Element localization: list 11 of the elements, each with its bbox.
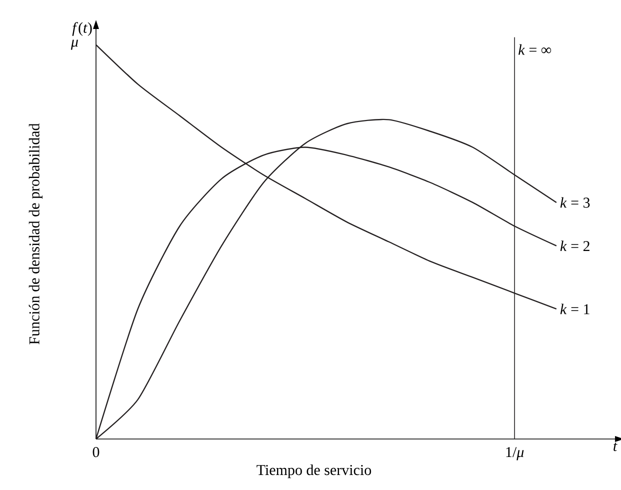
x-tick-label: 0 (92, 447, 100, 458)
series-label: k = 3 (560, 197, 590, 208)
text: μ (70, 40, 78, 50)
series-label: k = 1 (560, 304, 590, 314)
x-axis-title: Tiempo de servicio (256, 464, 372, 478)
text: t (614, 442, 618, 452)
y-axis-title: Función de densidad de probabilidad (28, 123, 42, 344)
x-tick-label: 1/μ (506, 447, 524, 460)
text: f(t) (72, 22, 92, 36)
series-label: k = 2 (560, 240, 590, 252)
ref-line-label: k = ∞ (518, 44, 552, 55)
